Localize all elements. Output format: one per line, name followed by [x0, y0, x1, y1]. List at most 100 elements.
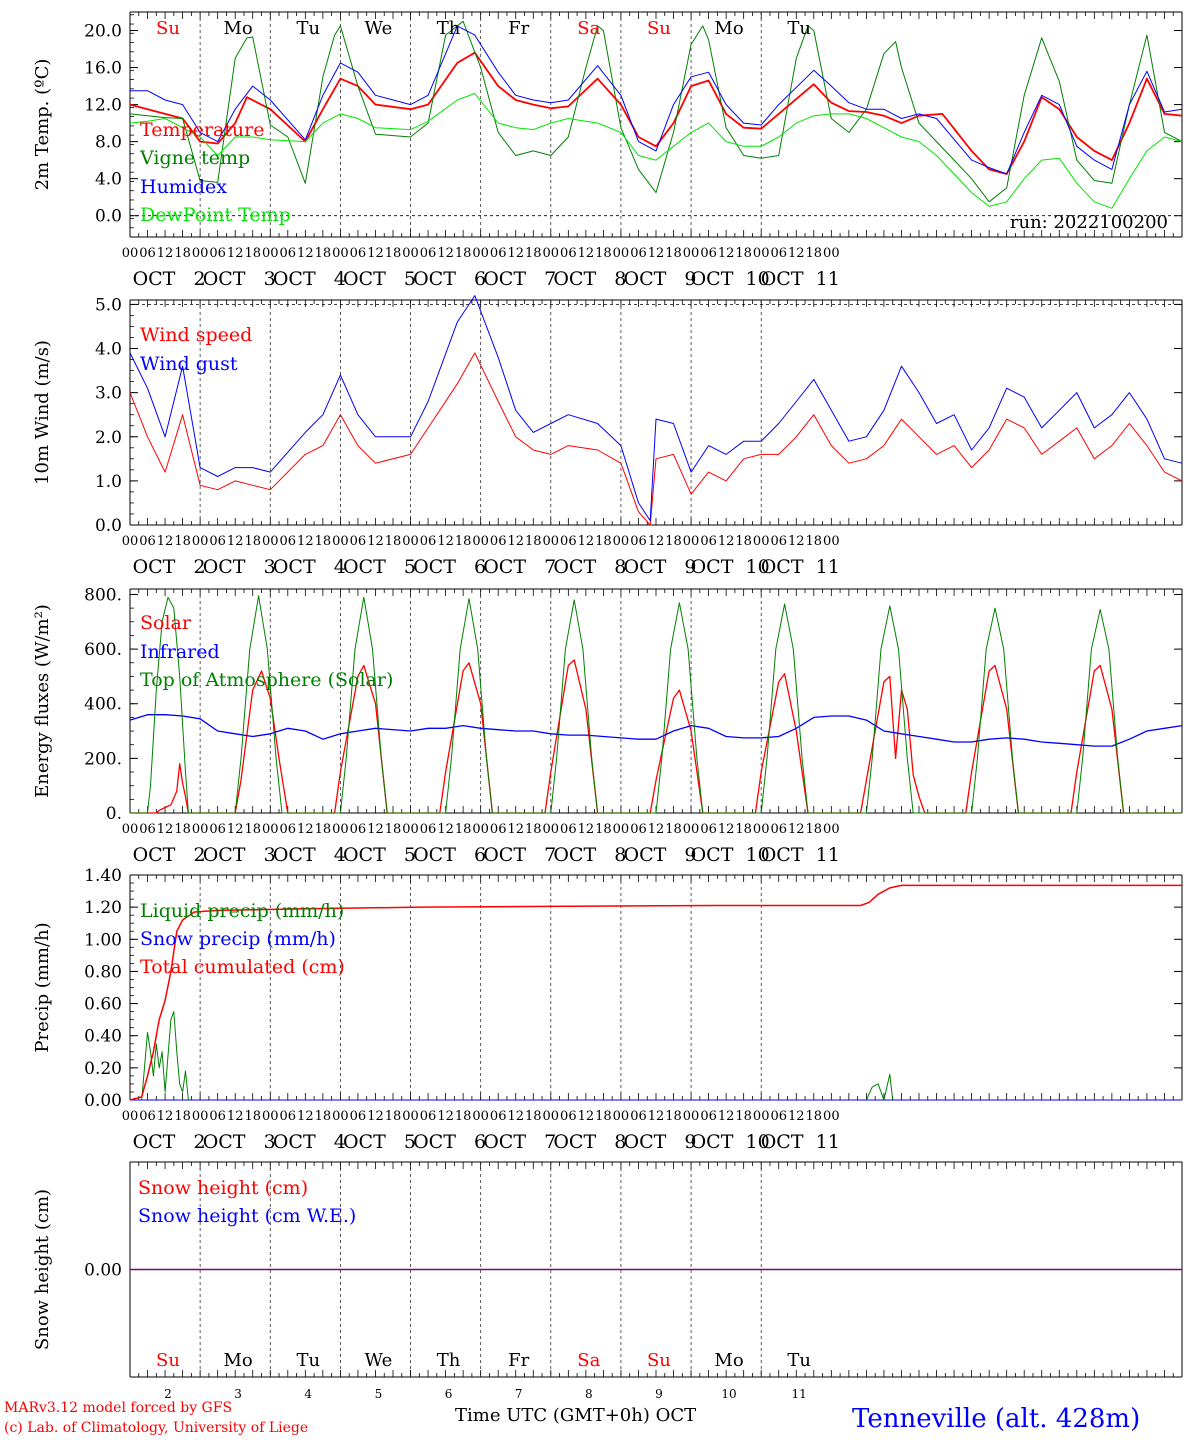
- x-tick-label: 18: [385, 1109, 402, 1124]
- day-of-week-label: Sa: [577, 18, 600, 39]
- x-tick-label: 12: [157, 534, 174, 549]
- day-number-label: 10: [721, 1387, 736, 1401]
- x-tick-label: 18: [244, 1109, 261, 1124]
- x-tick-label: 12: [507, 246, 524, 261]
- day-of-week-label: Tu: [787, 1350, 811, 1371]
- x-tick-label: 06: [560, 246, 577, 261]
- x-tick-label: 06: [770, 534, 787, 549]
- x-tick-label: 06: [280, 822, 297, 837]
- x-tick-label: 06: [350, 822, 367, 837]
- legend-entry: Temperature: [140, 119, 264, 141]
- x-tick-label: 12: [227, 534, 244, 549]
- x-tick-label: 06: [420, 534, 437, 549]
- date-label: OCT 6: [413, 844, 486, 866]
- x-tick-label: 06: [700, 534, 717, 549]
- x-tick-label: 06: [770, 822, 787, 837]
- x-tick-label: 00: [823, 534, 840, 549]
- y-tick-label: 0.20: [84, 1059, 122, 1079]
- x-tick-label: 18: [315, 246, 332, 261]
- day-of-week-label: Fr: [508, 18, 529, 39]
- date-label: OCT 5: [343, 1131, 416, 1153]
- x-tick-label: 12: [788, 822, 805, 837]
- date-label: OCT 9: [624, 1131, 697, 1153]
- x-tick-label: 00: [402, 534, 419, 549]
- x-tick-label: 12: [157, 822, 174, 837]
- x-tick-label: 12: [648, 1109, 665, 1124]
- day-of-week-label: We: [365, 18, 393, 39]
- y-tick-label: 0.40: [84, 1027, 122, 1047]
- y-tick-label: 8.0: [95, 133, 122, 153]
- x-tick-label: 06: [700, 246, 717, 261]
- legend-entry: Infrared: [140, 641, 220, 663]
- x-tick-label: 18: [244, 534, 261, 549]
- x-tick-label: 00: [262, 822, 279, 837]
- date-label: OCT 4: [273, 1131, 346, 1153]
- y-axis-title: 10m Wind (m/s): [32, 340, 53, 485]
- series-wind-speed: [129, 352, 1183, 526]
- date-label: OCT 7: [483, 556, 556, 578]
- legend-entry: Total cumulated (cm): [140, 956, 345, 978]
- x-tick-label: 06: [420, 246, 437, 261]
- x-tick-label: 12: [718, 1109, 735, 1124]
- day-of-week-label: Su: [647, 1350, 671, 1371]
- day-number-label: 4: [304, 1387, 312, 1401]
- x-tick-label: 06: [630, 822, 647, 837]
- y-tick-label: 12.0: [84, 96, 122, 116]
- x-tick-label: 12: [367, 1109, 384, 1124]
- x-tick-label: 12: [578, 1109, 595, 1124]
- day-number-label: 9: [655, 1387, 663, 1401]
- x-tick-label: 00: [472, 534, 489, 549]
- y-tick-label: 1.40: [84, 866, 122, 886]
- x-tick-label: 00: [122, 534, 139, 549]
- x-tick-label: 18: [385, 246, 402, 261]
- day-of-week-label: Mo: [714, 1350, 743, 1371]
- x-tick-label: 12: [578, 822, 595, 837]
- x-tick-label: 12: [227, 822, 244, 837]
- y-tick-label: 4.0: [95, 170, 122, 190]
- day-of-week-label: Tu: [787, 18, 811, 39]
- x-tick-label: 06: [420, 822, 437, 837]
- y-tick-label: 600.: [84, 640, 122, 660]
- date-label: OCT 11: [761, 1131, 840, 1153]
- x-tick-label: 12: [648, 534, 665, 549]
- x-tick-label: 00: [402, 1109, 419, 1124]
- y-tick-label: 1.00: [84, 930, 122, 950]
- date-label: OCT 11: [761, 268, 840, 290]
- y-tick-label: 1.20: [84, 898, 122, 918]
- x-tick-label: 12: [507, 822, 524, 837]
- date-label: OCT 5: [343, 844, 416, 866]
- y-tick-label: 16.0: [84, 59, 122, 79]
- series-top-of-atmosphere-solar: [130, 595, 1182, 814]
- x-tick-label: 00: [192, 1109, 209, 1124]
- date-label: OCT 10: [691, 1131, 770, 1153]
- series-wind-gust: [129, 295, 1183, 522]
- x-tick-label: 12: [157, 246, 174, 261]
- x-tick-label: 06: [139, 822, 156, 837]
- x-tick-label: 18: [315, 1109, 332, 1124]
- y-tick-label: 800.: [84, 585, 122, 605]
- date-label: OCT 3: [203, 844, 276, 866]
- x-tick-label: 06: [209, 246, 226, 261]
- x-tick-label: 00: [543, 534, 560, 549]
- x-tick-label: 00: [332, 1109, 349, 1124]
- x-tick-label: 00: [683, 822, 700, 837]
- date-label: OCT 6: [413, 268, 486, 290]
- legend-entry: Snow height (cm W.E.): [138, 1205, 356, 1227]
- station-label: Tenneville (alt. 428m): [852, 1404, 1141, 1434]
- x-tick-label: 06: [280, 246, 297, 261]
- x-tick-label: 12: [648, 822, 665, 837]
- x-tick-label: 18: [735, 534, 752, 549]
- x-tick-label: 00: [262, 534, 279, 549]
- date-label: OCT 10: [691, 268, 770, 290]
- legend-entry: Vigne temp: [139, 147, 250, 169]
- x-tick-label: 00: [753, 1109, 770, 1124]
- x-tick-label: 18: [525, 1109, 542, 1124]
- x-tick-label: 00: [122, 1109, 139, 1124]
- x-tick-label: 18: [174, 1109, 191, 1124]
- x-tick-label: 00: [332, 534, 349, 549]
- x-axis-title: Time UTC (GMT+0h) OCT: [455, 1405, 697, 1426]
- legend-entry: Snow height (cm): [138, 1177, 308, 1199]
- x-tick-label: 00: [753, 822, 770, 837]
- x-tick-label: 12: [227, 246, 244, 261]
